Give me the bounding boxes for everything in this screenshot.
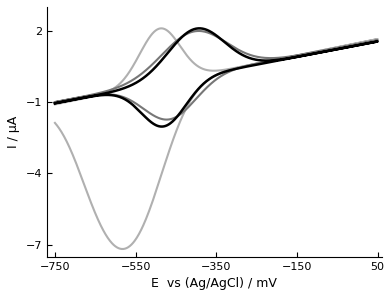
X-axis label: E  vs (Ag/AgCl) / mV: E vs (Ag/AgCl) / mV [151,277,277,290]
Y-axis label: I / μA: I / μA [7,116,20,148]
